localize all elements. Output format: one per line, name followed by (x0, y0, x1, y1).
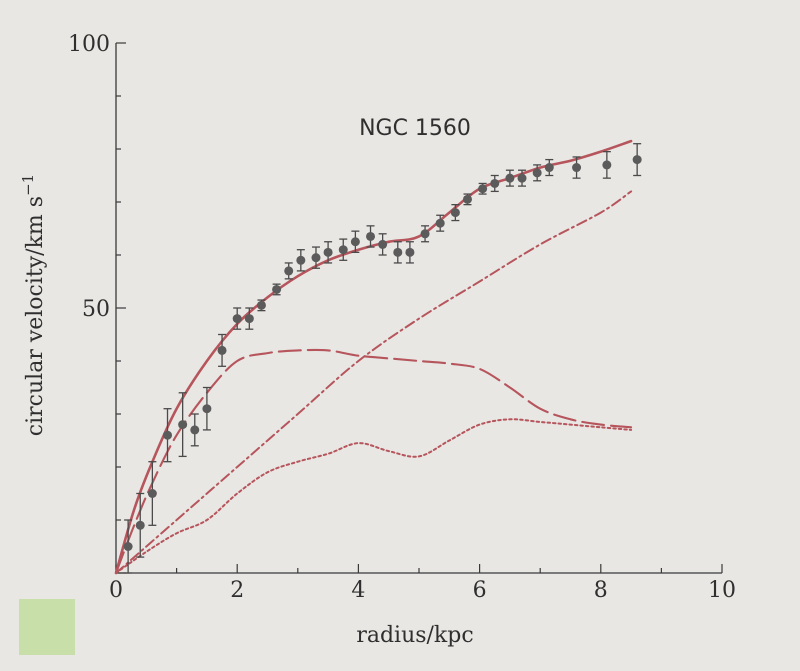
model-curves (114, 139, 633, 575)
data-point (378, 233, 388, 256)
data-point (202, 386, 212, 431)
point-marker (602, 160, 612, 170)
data-point (338, 238, 348, 261)
x-tick-label: 6 (473, 578, 487, 603)
data-point (532, 164, 542, 182)
point-marker (517, 173, 527, 183)
y-axis-label-main: circular velocity/km s (23, 196, 48, 436)
data-point (350, 230, 360, 254)
data-point (311, 246, 321, 269)
y-axis-label: circular velocity/km s−1 (19, 174, 48, 436)
x-tick-label: 4 (351, 578, 365, 603)
observed-points (123, 143, 642, 574)
x-tick-label: 2 (230, 578, 244, 603)
data-point (572, 156, 582, 179)
point-marker (338, 245, 348, 255)
x-tick-label: 0 (109, 578, 123, 603)
point-marker (135, 520, 145, 530)
point-marker (350, 237, 360, 247)
point-marker (244, 314, 254, 324)
data-point (296, 249, 306, 272)
data-point (450, 203, 460, 222)
data-point (272, 283, 282, 296)
data-point (544, 158, 554, 177)
x-axis-label: radius/kpc (356, 623, 473, 648)
point-marker (284, 266, 294, 276)
point-marker (462, 194, 472, 204)
point-marker (323, 247, 333, 257)
data-point (505, 169, 515, 187)
data-point (602, 150, 612, 179)
point-marker (217, 345, 227, 355)
point-marker (147, 489, 157, 498)
data-point (393, 241, 403, 264)
data-point (135, 492, 145, 558)
y-tick-label: 100 (68, 32, 110, 57)
data-point (490, 174, 500, 193)
x-tick-label: 8 (594, 578, 608, 603)
point-marker (435, 218, 445, 228)
data-point (217, 333, 227, 367)
point-marker (272, 284, 282, 294)
data-point (517, 169, 527, 187)
point-marker (232, 314, 242, 324)
y-axis-label-superscript: −1 (19, 174, 37, 196)
curve-dashed (114, 348, 633, 575)
point-marker (296, 255, 306, 265)
point-marker (123, 542, 133, 551)
data-point (123, 519, 133, 574)
data-point (420, 225, 430, 243)
data-point (323, 241, 333, 264)
point-marker (450, 208, 460, 218)
curve-dashdot (115, 190, 633, 574)
data-point (435, 214, 445, 232)
data-point (478, 182, 488, 195)
point-marker (178, 420, 188, 430)
y-tick-label: 50 (82, 297, 110, 322)
point-marker (366, 231, 376, 241)
point-marker (163, 430, 173, 440)
point-marker (202, 404, 212, 414)
point-marker (378, 239, 388, 249)
point-marker (405, 247, 415, 257)
chart-annotation: NGC 1560 (359, 116, 471, 141)
curve-dotted (115, 418, 633, 574)
curve-solid (114, 139, 633, 575)
data-point (366, 225, 376, 248)
point-marker (190, 425, 200, 435)
point-marker (420, 229, 430, 239)
data-point (190, 413, 200, 447)
point-marker (572, 163, 582, 173)
point-marker (256, 300, 266, 310)
point-marker (311, 253, 321, 263)
point-marker (532, 168, 542, 178)
point-marker (505, 173, 515, 183)
data-point (462, 193, 472, 206)
data-point (232, 307, 242, 330)
point-marker (490, 178, 500, 188)
data-point (147, 461, 157, 526)
data-point (284, 262, 294, 280)
x-tick-label: 10 (708, 578, 736, 603)
green-square (19, 599, 75, 655)
point-marker (544, 163, 554, 173)
point-marker (478, 184, 488, 194)
data-point (256, 299, 266, 312)
point-marker (393, 247, 403, 257)
axes: 0 2 4 6 8 10 50 100 (68, 32, 736, 603)
data-point (405, 241, 415, 264)
data-point (178, 392, 188, 458)
data-point (244, 307, 254, 330)
data-point (632, 143, 642, 177)
data-point (163, 408, 173, 463)
point-marker (632, 155, 642, 165)
